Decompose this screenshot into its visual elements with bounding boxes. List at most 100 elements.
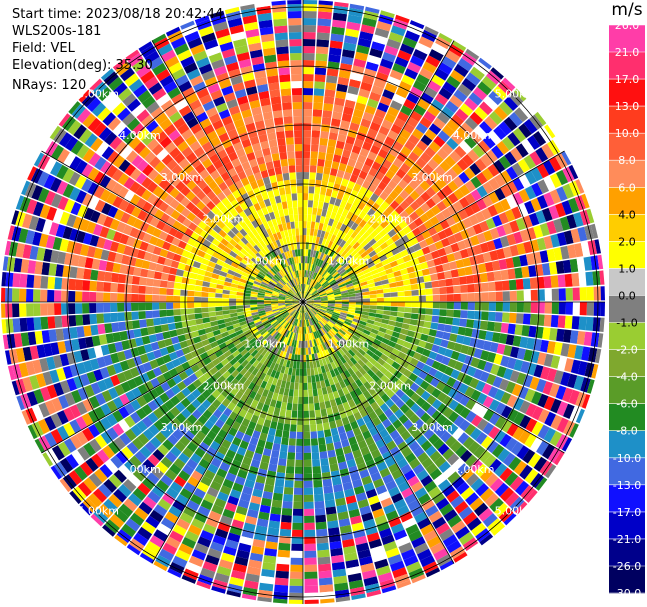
- gate-cell: [313, 88, 325, 96]
- gate-cell: [304, 270, 307, 278]
- gate-cell: [586, 208, 595, 224]
- gate-cell: [145, 278, 154, 287]
- gate-cell: [420, 202, 431, 213]
- gate-cell: [199, 118, 212, 129]
- gate-cell: [220, 238, 229, 247]
- gate-cell: [352, 198, 361, 208]
- gate-cell: [299, 305, 302, 313]
- gate-cell: [553, 218, 564, 233]
- gate-cell: [217, 403, 227, 413]
- gate-cell: [128, 493, 142, 507]
- gate-cell: [393, 270, 402, 277]
- gate-cell: [273, 485, 284, 494]
- gate-cell: [243, 305, 251, 309]
- gate-cell: [400, 463, 412, 475]
- gate-cell: [68, 101, 81, 115]
- gate-cell: [328, 300, 335, 302]
- gate-cell: [493, 238, 503, 250]
- gate-cell: [297, 354, 301, 362]
- gate-cell: [141, 133, 155, 146]
- gate-cell: [315, 345, 320, 354]
- gate-cell: [271, 302, 278, 304]
- gate-cell: [201, 399, 212, 409]
- gate-cell: [452, 380, 463, 391]
- gate-cell: [330, 269, 337, 276]
- gate-cell: [229, 305, 237, 310]
- gate-cell: [207, 404, 217, 414]
- gate-cell: [421, 401, 432, 412]
- gate-cell: [19, 273, 28, 288]
- gate-cell: [304, 550, 317, 558]
- gate-cell: [481, 311, 489, 321]
- gate-cell: [431, 360, 441, 370]
- gate-cell: [209, 366, 219, 375]
- gate-cell: [369, 294, 377, 299]
- gate-cell: [258, 200, 266, 209]
- gate-cell: [347, 196, 356, 205]
- gate-cell: [155, 112, 168, 125]
- gate-cell: [467, 517, 482, 531]
- gate-cell: [394, 475, 407, 486]
- gate-cell: [425, 357, 435, 367]
- gate-cell: [416, 320, 425, 327]
- gate-cell: [199, 425, 211, 436]
- gate-cell: [355, 304, 363, 308]
- gate-cell: [383, 302, 391, 307]
- gate-cell: [293, 318, 297, 326]
- gate-cell: [523, 349, 533, 362]
- gate-cell: [385, 379, 395, 389]
- gate-cell: [236, 549, 250, 560]
- gate-cell: [466, 275, 474, 284]
- gate-cell: [310, 347, 314, 355]
- gate-cell: [113, 82, 128, 97]
- gate-cell: [68, 278, 77, 291]
- gate-cell: [213, 474, 225, 485]
- gate-cell: [364, 189, 374, 199]
- gate-cell: [287, 265, 292, 273]
- gate-cell: [377, 102, 389, 113]
- gate-cell: [203, 124, 215, 135]
- gate-cell: [581, 346, 591, 361]
- gate-cell: [501, 405, 513, 419]
- gate-cell: [237, 285, 245, 290]
- gate-cell: [15, 211, 26, 227]
- gate-cell: [237, 251, 246, 259]
- gate-cell: [251, 106, 262, 116]
- gate-cell: [303, 306, 305, 313]
- gate-cell: [313, 324, 318, 332]
- gate-cell: [308, 389, 313, 397]
- gate-cell: [304, 305, 308, 312]
- gate-cell: [298, 292, 302, 299]
- gate-cell: [360, 317, 368, 323]
- gate-cell: [107, 205, 119, 218]
- gate-cell: [59, 457, 74, 473]
- gate-cell: [149, 235, 159, 246]
- gate-cell: [313, 298, 321, 301]
- gate-cell: [48, 329, 58, 342]
- gate-cell: [449, 333, 458, 343]
- gate-cell: [78, 89, 92, 103]
- gate-cell: [325, 323, 332, 330]
- gate-cell: [299, 319, 302, 327]
- gate-cell: [296, 431, 303, 439]
- gate-cell: [222, 335, 231, 342]
- gate-cell: [114, 253, 124, 264]
- gate-cell: [189, 99, 202, 111]
- gate-cell: [344, 99, 356, 109]
- gate-cell: [371, 202, 380, 212]
- gate-cell: [404, 184, 415, 195]
- gate-cell: [303, 438, 311, 446]
- gate-cell: [426, 394, 437, 406]
- gate-cell: [375, 71, 389, 83]
- gate-cell: [365, 246, 374, 254]
- gate-cell: [354, 310, 363, 315]
- gate-cell: [512, 127, 527, 143]
- gate-cell: [334, 308, 342, 312]
- gate-cell: [203, 225, 213, 234]
- gate-cell: [175, 203, 186, 214]
- gate-cell: [319, 344, 325, 352]
- gate-cell: [305, 347, 309, 355]
- gate-cell: [269, 337, 276, 345]
- gate-cell: [355, 370, 363, 379]
- gate-cell: [543, 276, 552, 289]
